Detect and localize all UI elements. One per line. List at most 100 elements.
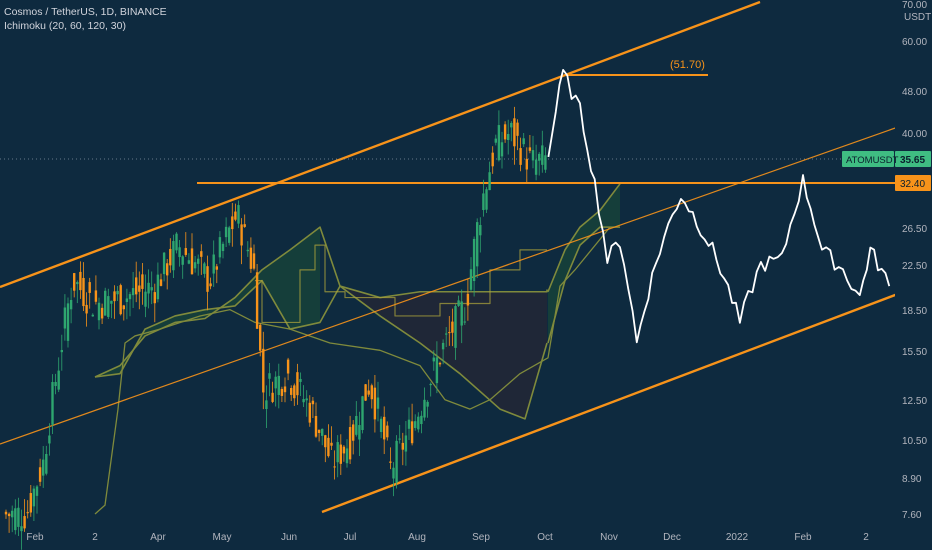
- candle-body: [500, 142, 504, 157]
- candle-body: [454, 306, 457, 348]
- candle-body: [429, 383, 432, 386]
- candle-body: [131, 288, 135, 296]
- candle-body: [407, 419, 411, 429]
- candle-body: [534, 159, 538, 175]
- candle-body: [364, 384, 367, 401]
- candle-body: [54, 381, 57, 387]
- candle-body: [79, 271, 82, 291]
- candle-body: [97, 302, 101, 321]
- candle-body: [246, 249, 249, 252]
- time-tick-label: Sep: [472, 532, 490, 543]
- symbol-badge-label: ATOMUSDT: [846, 155, 899, 166]
- candle-body: [178, 247, 181, 258]
- candle-body: [510, 122, 513, 128]
- candle-body: [414, 421, 417, 428]
- candle-body: [445, 333, 448, 335]
- candle-body: [324, 435, 327, 448]
- time-tick-label: Feb: [794, 532, 812, 543]
- candle-body: [224, 226, 228, 238]
- time-tick-label: 2022: [726, 532, 749, 543]
- candle-body: [20, 526, 23, 532]
- candle-body: [503, 124, 507, 140]
- candle-body: [197, 258, 200, 264]
- time-tick-label: Dec: [663, 532, 681, 543]
- time-tick-label: Jun: [281, 532, 297, 543]
- candle-body: [497, 125, 501, 161]
- candle-body: [169, 248, 172, 266]
- time-tick-label: Aug: [408, 532, 426, 543]
- candle-body: [476, 222, 479, 267]
- candle-body: [482, 193, 485, 211]
- candle-body: [358, 425, 361, 440]
- candle-body: [42, 459, 45, 476]
- candle-body: [491, 152, 494, 167]
- candle-body: [181, 256, 184, 265]
- candle-body: [259, 324, 262, 351]
- time-tick-label: 2: [92, 532, 98, 543]
- ichimoku-future-span-b: [547, 226, 620, 344]
- candle-body: [404, 435, 408, 452]
- candle-body: [472, 238, 476, 282]
- candle-body: [339, 444, 342, 464]
- candle-body: [293, 385, 296, 399]
- candle-body: [299, 378, 302, 382]
- candle-body: [348, 427, 352, 460]
- candle-body: [336, 442, 339, 463]
- candle-body: [187, 260, 191, 264]
- time-tick-label: 2: [863, 532, 869, 543]
- price-tick-label: 7.60: [902, 510, 922, 521]
- candle-body: [401, 442, 404, 450]
- price-tick-label: 18.50: [902, 306, 927, 317]
- candle-body: [88, 282, 91, 293]
- time-tick-label: Oct: [537, 532, 553, 543]
- candle-body: [541, 145, 544, 165]
- candle-body: [110, 300, 113, 304]
- candle-body: [113, 291, 116, 302]
- candle-body: [63, 307, 67, 329]
- candle-body: [237, 205, 240, 224]
- candle-body: [507, 134, 510, 141]
- candle-body: [153, 292, 156, 304]
- candle-body: [438, 362, 442, 365]
- candle-body: [361, 396, 364, 431]
- candle-body: [218, 237, 222, 258]
- target-label: (51.70): [670, 59, 705, 71]
- candle-body: [60, 349, 63, 353]
- candle-body: [7, 513, 11, 517]
- time-tick-label: Feb: [26, 532, 44, 543]
- candle-body: [215, 266, 218, 270]
- price-badge-current: [895, 150, 931, 167]
- candle-body: [144, 291, 147, 307]
- candle-body: [141, 274, 144, 289]
- price-badge-current-value: 35.65: [900, 155, 925, 166]
- candle-body: [522, 138, 525, 145]
- candle-body: [85, 304, 88, 314]
- candle-body: [271, 392, 274, 402]
- candle-body: [448, 332, 451, 334]
- candle-body: [398, 438, 401, 440]
- price-tick-label: 60.00: [902, 37, 927, 48]
- candle-body: [544, 155, 547, 170]
- candle-body: [91, 314, 94, 317]
- candle-body: [45, 454, 48, 474]
- candle-body: [128, 294, 132, 300]
- candle-body: [150, 287, 153, 291]
- candle-body: [255, 272, 259, 329]
- candle-body: [290, 388, 293, 395]
- candle-body: [451, 321, 454, 333]
- candle-body: [26, 512, 29, 514]
- channel-lower-line: [321, 290, 904, 514]
- candle-body: [212, 254, 215, 274]
- candle-body: [100, 307, 104, 319]
- candle-body: [162, 252, 166, 275]
- candle-body: [355, 416, 358, 435]
- candle-body: [11, 510, 14, 518]
- candle-body: [243, 224, 246, 227]
- candle-body: [14, 508, 17, 531]
- candle-body: [435, 357, 439, 384]
- candle-body: [479, 225, 482, 236]
- time-tick-label: Apr: [150, 532, 166, 543]
- candle-body: [330, 442, 333, 446]
